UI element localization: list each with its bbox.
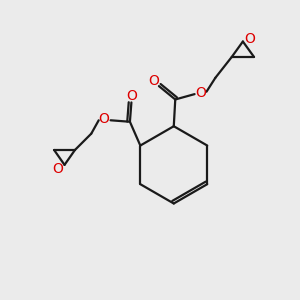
- Text: O: O: [99, 112, 110, 126]
- Text: O: O: [244, 32, 255, 46]
- Text: O: O: [148, 74, 159, 88]
- Text: O: O: [52, 162, 63, 176]
- Text: O: O: [196, 85, 207, 100]
- Text: O: O: [126, 89, 137, 103]
